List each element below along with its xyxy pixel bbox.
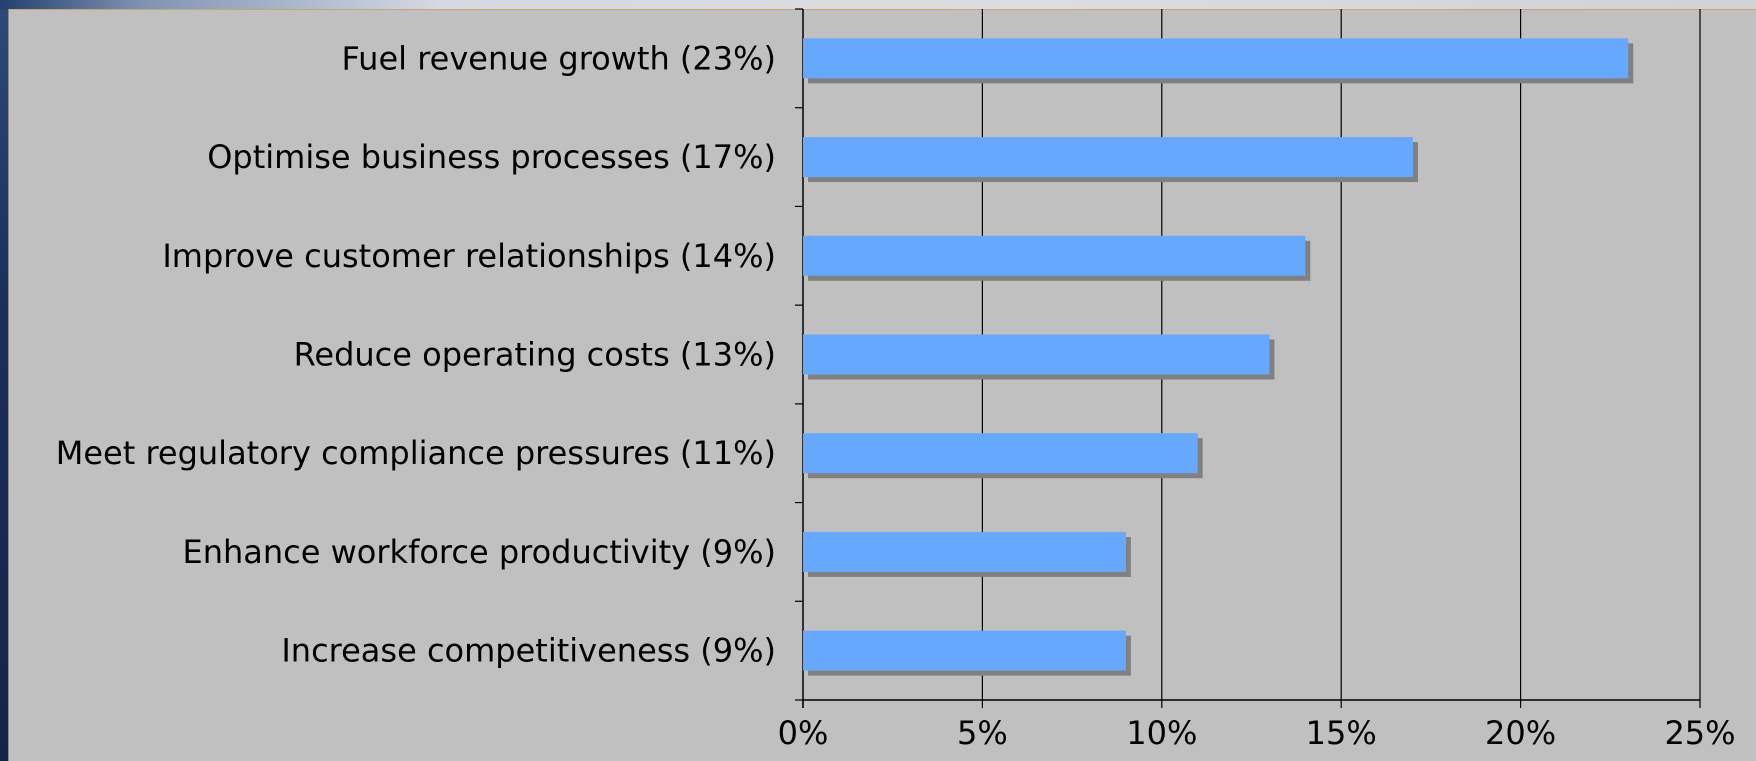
bar [803,433,1198,474]
x-tick-labels: 0% 5% 10% 15% 20% 25% [778,714,1736,752]
x-tick-label: 0% [778,714,829,752]
bar [803,630,1126,671]
bar [803,235,1306,276]
category-label: Fuel revenue growth (23%) [342,39,776,77]
category-label: Optimise business processes (17%) [207,138,776,176]
bar [803,531,1126,572]
bar [803,334,1270,375]
category-labels: Fuel revenue growth (23%) Optimise busine… [56,39,776,669]
x-tick-label: 15% [1306,714,1377,752]
category-label: Increase competitiveness (9%) [281,632,776,670]
slide-header-strip [0,0,1756,10]
bar [803,38,1629,79]
category-label: Meet regulatory compliance pressures (11… [56,434,776,472]
bars [803,38,1634,676]
category-label: Reduce operating costs (13%) [294,336,776,374]
x-tick-label: 25% [1664,714,1735,752]
x-tick-label: 20% [1485,714,1556,752]
x-tick-label: 10% [1126,714,1197,752]
x-tick-label: 5% [957,714,1008,752]
category-label: Enhance workforce productivity (9%) [183,533,777,571]
category-label: Improve customer relationships (14%) [162,237,776,275]
bar [803,137,1413,178]
